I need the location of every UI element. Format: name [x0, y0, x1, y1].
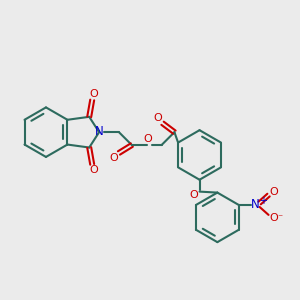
- Text: O: O: [269, 213, 278, 223]
- Text: O: O: [90, 89, 98, 99]
- Text: O: O: [269, 187, 278, 197]
- Text: N: N: [95, 125, 103, 138]
- Text: +: +: [259, 196, 267, 206]
- Text: N: N: [251, 199, 260, 212]
- Text: ⁻: ⁻: [277, 213, 282, 223]
- Text: O: O: [153, 113, 162, 123]
- Text: O: O: [110, 153, 118, 163]
- Text: O: O: [189, 190, 198, 200]
- Text: O: O: [143, 134, 152, 144]
- Text: O: O: [90, 165, 98, 175]
